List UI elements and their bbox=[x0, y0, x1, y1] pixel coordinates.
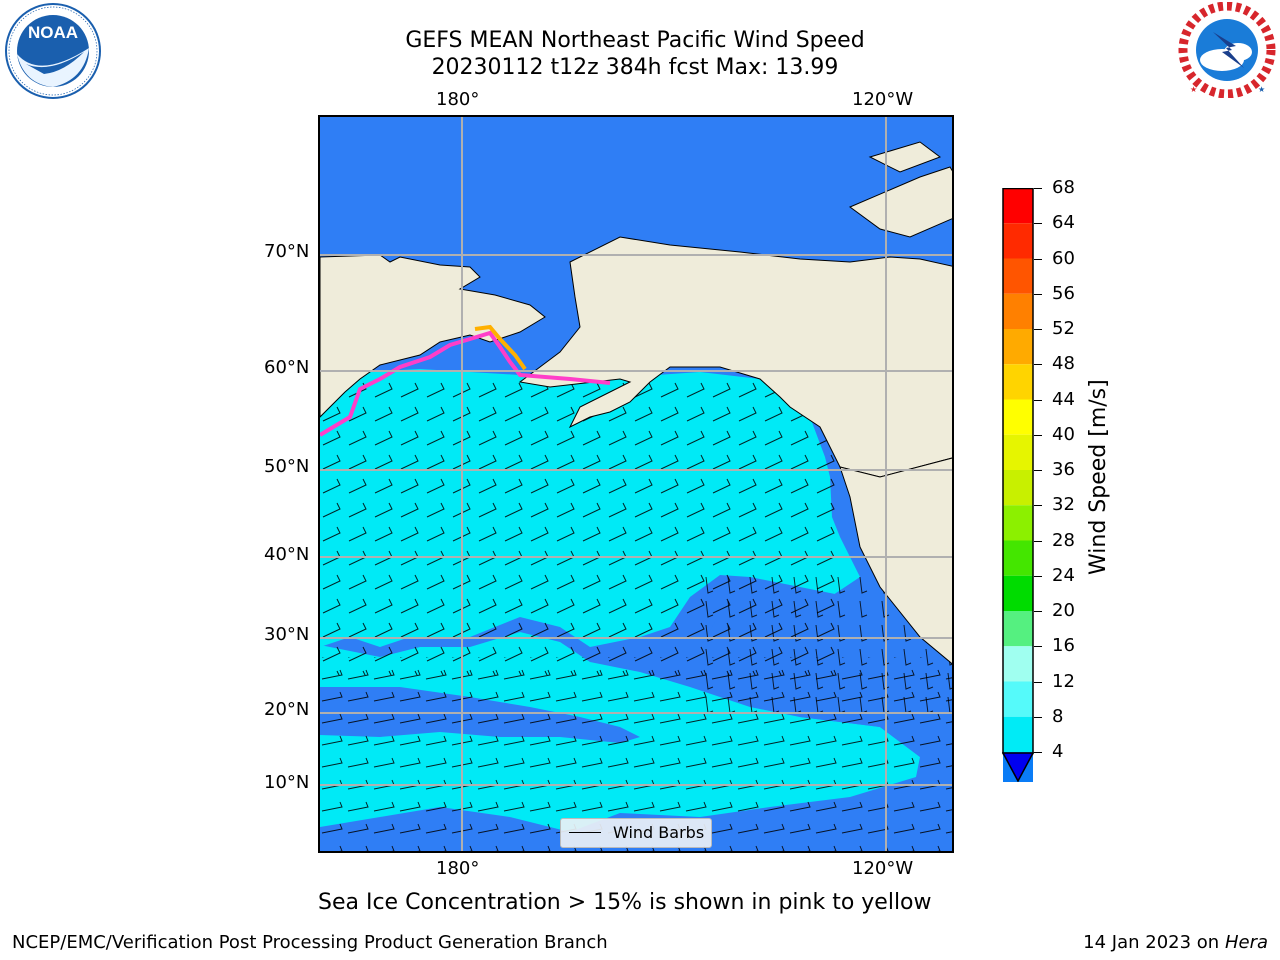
colorbar-bins bbox=[1002, 188, 1034, 782]
colorbar-bin bbox=[1003, 435, 1033, 470]
lat-label-20n: 20°N bbox=[264, 699, 309, 720]
lon-label-top-180: 180° bbox=[436, 89, 479, 110]
lat-label-30n: 30°N bbox=[264, 624, 309, 645]
colorbar-bin bbox=[1003, 646, 1033, 681]
svg-text:★: ★ bbox=[1258, 85, 1265, 94]
colorbar-tick-mark bbox=[1034, 259, 1042, 260]
colorbar-bin bbox=[1003, 223, 1033, 258]
colorbar-bin bbox=[1003, 259, 1033, 294]
colorbar-tick-mark bbox=[1034, 188, 1042, 189]
colorbar-tick-mark bbox=[1034, 541, 1042, 542]
colorbar bbox=[1002, 188, 1034, 782]
colorbar-tick-label: 60 bbox=[1052, 248, 1075, 269]
lon-label-bottom-120w: 120°W bbox=[852, 858, 913, 879]
footer-left: NCEP/EMC/Verification Post Processing Pr… bbox=[12, 932, 608, 953]
colorbar-tick-mark bbox=[1034, 329, 1042, 330]
colorbar-bin bbox=[1003, 541, 1033, 576]
colorbar-tick-mark bbox=[1034, 470, 1042, 471]
footer-host: Hera bbox=[1225, 932, 1268, 953]
colorbar-tick-mark bbox=[1034, 435, 1042, 436]
legend-line-icon bbox=[569, 832, 601, 833]
colorbar-tick-label: 48 bbox=[1052, 353, 1075, 374]
map-legend: Wind Barbs bbox=[560, 818, 712, 848]
chart-title: GEFS MEAN Northeast Pacific Wind Speed bbox=[0, 28, 1270, 54]
colorbar-tick-label: 28 bbox=[1052, 530, 1075, 551]
wind-map bbox=[320, 117, 954, 853]
colorbar-tick-mark bbox=[1034, 611, 1042, 612]
caption: Sea Ice Concentration > 15% is shown in … bbox=[318, 890, 932, 915]
colorbar-tick-label: 24 bbox=[1052, 565, 1075, 586]
colorbar-tick-mark bbox=[1034, 717, 1042, 718]
colorbar-bin bbox=[1003, 717, 1033, 752]
footer-right: 14 Jan 2023 on Hera bbox=[1083, 932, 1268, 953]
lat-label-50n: 50°N bbox=[264, 456, 309, 477]
colorbar-tick-label: 32 bbox=[1052, 494, 1075, 515]
colorbar-tick-label: 20 bbox=[1052, 600, 1075, 621]
colorbar-bin bbox=[1003, 188, 1033, 223]
lon-label-bottom-180: 180° bbox=[436, 858, 479, 879]
colorbar-tick-label: 68 bbox=[1052, 177, 1075, 198]
colorbar-tick-label: 12 bbox=[1052, 671, 1075, 692]
svg-text:★: ★ bbox=[1190, 85, 1197, 94]
lat-label-70n: 70°N bbox=[264, 241, 309, 262]
colorbar-tick-mark bbox=[1034, 646, 1042, 647]
colorbar-tick-mark bbox=[1034, 682, 1042, 683]
colorbar-tick-mark bbox=[1034, 294, 1042, 295]
colorbar-tick-label: 8 bbox=[1052, 706, 1063, 727]
chart-subtitle: 20230112 t12z 384h fcst Max: 13.99 bbox=[0, 55, 1270, 81]
colorbar-bin bbox=[1003, 505, 1033, 540]
colorbar-tick-label: 16 bbox=[1052, 635, 1075, 656]
colorbar-tick-label: 52 bbox=[1052, 318, 1075, 339]
legend-label: Wind Barbs bbox=[613, 823, 704, 842]
colorbar-tick-label: 56 bbox=[1052, 283, 1075, 304]
colorbar-tick-mark bbox=[1034, 223, 1042, 224]
colorbar-bin bbox=[1003, 470, 1033, 505]
colorbar-bin bbox=[1003, 611, 1033, 646]
colorbar-bin bbox=[1003, 400, 1033, 435]
colorbar-tick-mark bbox=[1034, 364, 1042, 365]
lat-label-40n: 40°N bbox=[264, 544, 309, 565]
colorbar-tick-mark bbox=[1034, 576, 1042, 577]
lat-label-60n: 60°N bbox=[264, 357, 309, 378]
colorbar-bin bbox=[1003, 294, 1033, 329]
footer-date: 14 Jan 2023 on bbox=[1083, 932, 1225, 953]
colorbar-tick-mark bbox=[1034, 505, 1042, 506]
map-panel bbox=[318, 115, 954, 853]
colorbar-tick-label: 44 bbox=[1052, 389, 1075, 410]
colorbar-bin bbox=[1003, 576, 1033, 611]
colorbar-bin bbox=[1003, 329, 1033, 364]
colorbar-bin bbox=[1003, 682, 1033, 717]
colorbar-label: Wind Speed [m/s] bbox=[1086, 379, 1111, 575]
colorbar-tick-label: 36 bbox=[1052, 459, 1075, 480]
colorbar-tick-label: 4 bbox=[1052, 741, 1063, 762]
colorbar-tick-label: 40 bbox=[1052, 424, 1075, 445]
lat-label-10n: 10°N bbox=[264, 772, 309, 793]
colorbar-tick-label: 64 bbox=[1052, 212, 1075, 233]
colorbar-tick-mark bbox=[1034, 752, 1042, 753]
colorbar-tick-mark bbox=[1034, 400, 1042, 401]
lon-label-top-120w: 120°W bbox=[852, 89, 913, 110]
colorbar-bin bbox=[1003, 364, 1033, 399]
